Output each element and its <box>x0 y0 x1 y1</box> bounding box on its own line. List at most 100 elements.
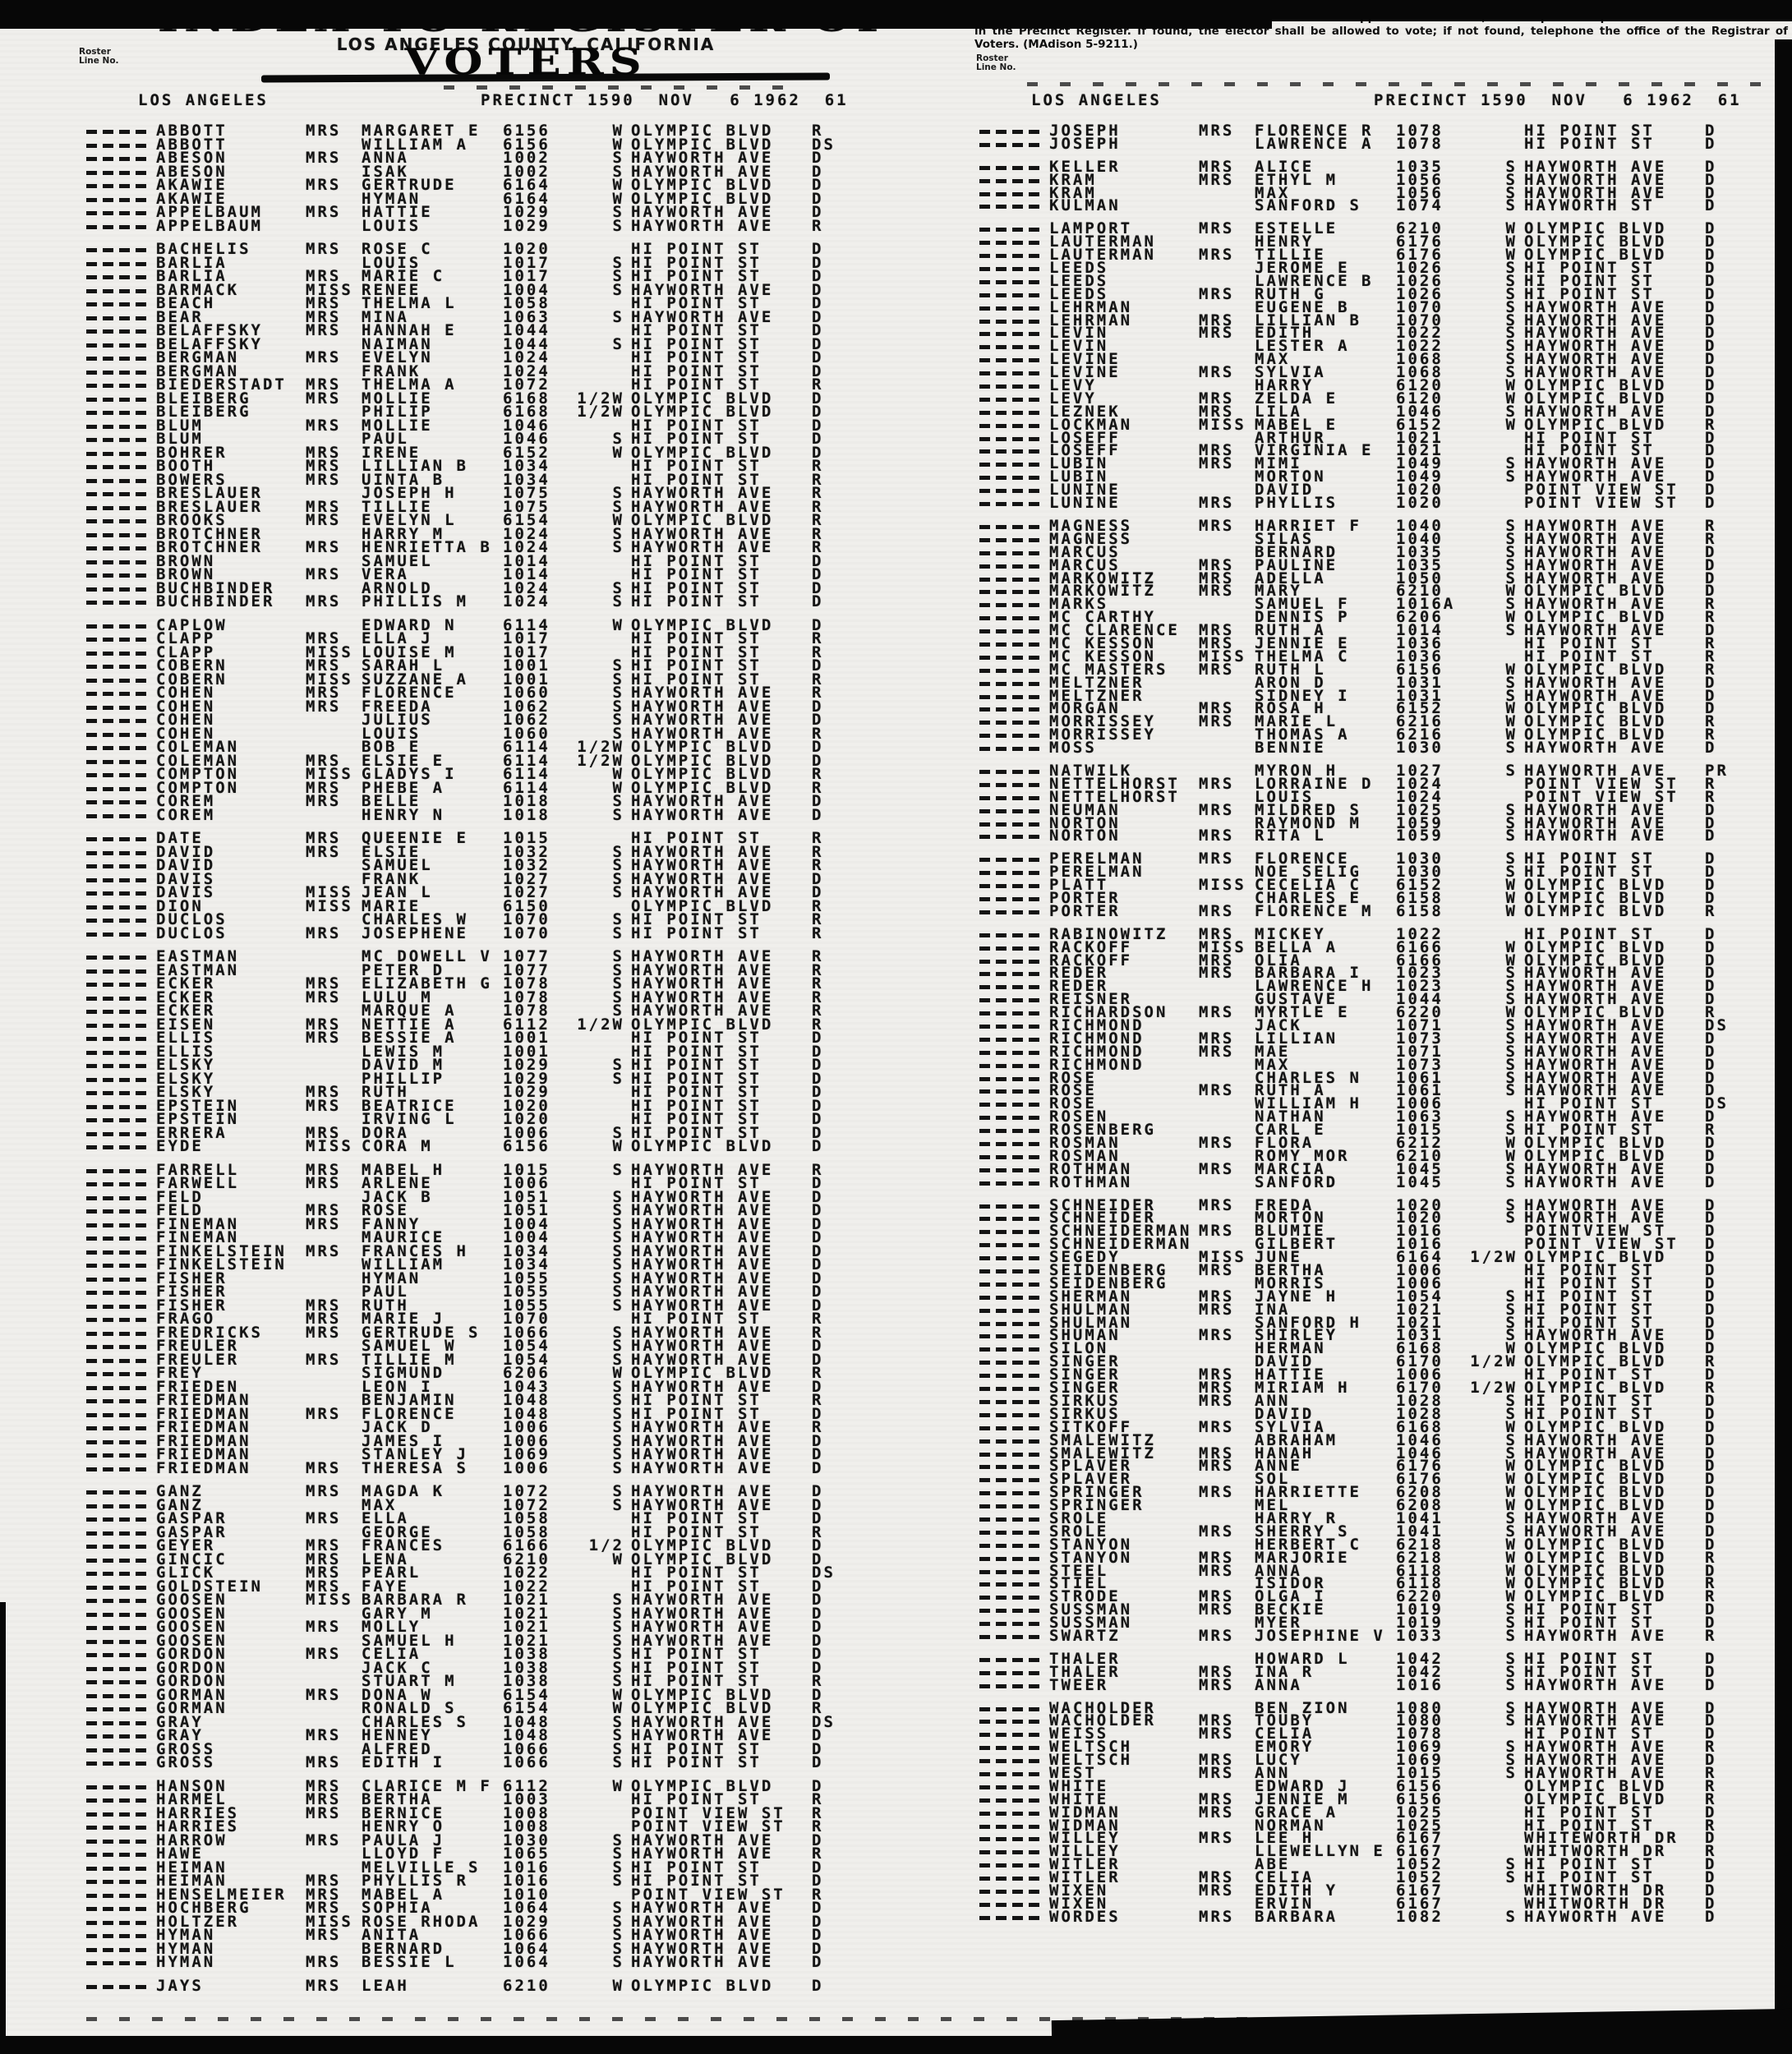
first-name: VERA <box>362 565 409 583</box>
scan-edge-top <box>0 0 1792 21</box>
roster-line-dashes <box>979 292 1043 297</box>
roster-line-dashes <box>86 261 150 266</box>
street-name: HAYWORTH AVE <box>631 1160 774 1179</box>
street-direction: S <box>1505 1662 1518 1681</box>
title-prefix: MRS <box>1199 516 1235 535</box>
party-code: D <box>812 751 824 770</box>
street-direction: S <box>1505 555 1518 574</box>
title-prefix: MRS <box>306 1174 342 1192</box>
roster-line-dashes <box>979 502 1043 507</box>
house-number: 1029 <box>503 216 550 235</box>
city-label: LOS ANGELES <box>138 91 269 109</box>
street-name: HI POINT ST <box>631 430 762 448</box>
title-prefix: MRS <box>306 751 342 770</box>
roster-line-dashes <box>979 1230 1043 1235</box>
surname: FRAGO <box>156 1310 216 1328</box>
street-direction: S <box>612 1658 624 1677</box>
surname: COHEN <box>156 697 216 716</box>
roster-line-dashes <box>86 1893 150 1898</box>
voter-row: ELSKY MRS RUTH 1029 HI POINT ST D <box>86 1085 908 1100</box>
street-direction: S <box>1505 990 1518 1009</box>
house-number: 1017 <box>503 642 550 661</box>
surname: COLEMAN <box>156 738 240 756</box>
voter-row: GORMAN RONALD S 6154 W OLYMPIC BLVD R <box>86 1701 908 1716</box>
roster-line-dashes <box>979 933 1043 937</box>
first-name: BOB E <box>362 738 422 756</box>
roster-line-dashes <box>86 732 150 737</box>
scan-artifact-dashes <box>444 85 797 90</box>
voter-row: BARLIA LOUIS 1017 S HI POINT ST D <box>86 253 908 272</box>
title-prefix: MRS <box>306 792 342 810</box>
voter-row: COMPTON MRS PHEBE A 6114 W OLYMPIC BLVD R <box>86 780 908 796</box>
party-code: R <box>812 960 824 979</box>
party-code: R <box>812 629 824 647</box>
party-code: D <box>812 1404 824 1423</box>
street-direction: S <box>612 307 624 326</box>
house-number: 1002 <box>503 149 550 167</box>
street-direction: S <box>612 883 624 901</box>
street-direction: S <box>612 253 624 272</box>
first-name: BESSIE L <box>362 1953 457 1971</box>
roster-line-dashes <box>979 1374 1043 1379</box>
roster-line-dashes <box>979 1517 1043 1522</box>
street-direction: S <box>1505 1300 1518 1319</box>
street-direction: W <box>1505 233 1518 251</box>
title-prefix: MRS <box>1199 1600 1235 1619</box>
roster-line-dashes <box>979 871 1043 876</box>
surname: PORTER <box>1049 901 1121 920</box>
first-name: BEATRICE <box>362 1096 457 1115</box>
roster-line-dashes <box>979 1746 1043 1751</box>
street-name: HAYWORTH AVE <box>631 697 774 716</box>
street-direction: S <box>612 1831 624 1849</box>
title-prefix: MRS <box>306 656 342 675</box>
title-prefix: MRS <box>1199 712 1235 731</box>
street-direction: S <box>612 1926 624 1944</box>
street-direction: S <box>612 670 624 689</box>
roster-line-dashes <box>86 1223 150 1227</box>
surname: COHEN <box>156 684 216 702</box>
voter-row: LEVY HARRY 6120 W OLYMPIC BLVD D <box>979 378 1792 393</box>
roster-line-dashes <box>86 1091 150 1095</box>
roster-line-dashes <box>979 1181 1043 1186</box>
surname: ABESON <box>156 149 228 167</box>
party-code: R <box>812 829 824 847</box>
title-prefix: MRS <box>306 1323 342 1342</box>
first-name: SANFORD S <box>1255 196 1361 215</box>
roster-line-dashes <box>86 1318 150 1322</box>
roster-line-dashes <box>86 956 150 960</box>
title-prefix: MRS <box>306 267 342 285</box>
title-prefix: MRS <box>306 240 342 258</box>
roster-line-dashes <box>979 306 1043 311</box>
surname: FINEMAN <box>156 1228 240 1246</box>
first-name: PHILLIS M <box>362 592 468 610</box>
house-number: 1054 <box>503 1350 550 1369</box>
first-name: ARNOLD <box>362 578 433 597</box>
roster-line-dashes <box>86 451 150 456</box>
street-direction: S <box>1505 183 1518 202</box>
house-number: 1018 <box>503 805 550 824</box>
title-prefix: MRS <box>1199 219 1235 238</box>
roster-line-dashes <box>86 170 150 175</box>
first-name: LILLIAN B <box>362 457 468 475</box>
roster-line-dashes <box>979 449 1043 454</box>
street-direction: S <box>612 1255 624 1273</box>
roster-line-dashes <box>979 1011 1043 1016</box>
house-number: 1046 <box>503 416 550 435</box>
voter-row: DUCLOS MRS JOSEPHENE 1070 S HI POINT ST R <box>86 923 908 942</box>
street-direction: S <box>1505 813 1518 832</box>
title-prefix: MRS <box>306 1096 342 1115</box>
first-name: HYMAN <box>362 1269 422 1287</box>
voter-row: DION MISS MARIE 6150 OLYMPIC BLVD R <box>86 898 908 914</box>
title-prefix: MRS <box>306 974 342 992</box>
party-code: R <box>812 684 824 702</box>
party-code: R <box>812 947 824 965</box>
first-name: CHARLES W <box>362 910 468 928</box>
street-direction: S <box>612 578 624 597</box>
street-direction: S <box>612 203 624 221</box>
first-name: SANFORD <box>1255 1172 1338 1191</box>
roster-line-dashes <box>86 1707 150 1711</box>
surname-letter-group: WACHOLDER BEN ZION 1080 S HAYWORTH AVE D WACHO… <box>979 1700 1792 1924</box>
street-direction: W <box>1505 725 1518 744</box>
house-number: 1070 <box>503 923 550 942</box>
street-direction: W <box>612 1776 624 1795</box>
